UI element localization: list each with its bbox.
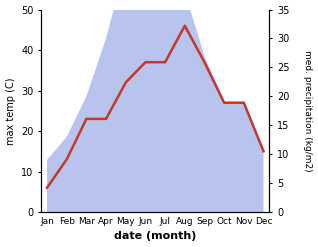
X-axis label: date (month): date (month): [114, 231, 197, 242]
Y-axis label: max temp (C): max temp (C): [5, 77, 16, 144]
Y-axis label: med. precipitation (kg/m2): med. precipitation (kg/m2): [303, 50, 313, 172]
